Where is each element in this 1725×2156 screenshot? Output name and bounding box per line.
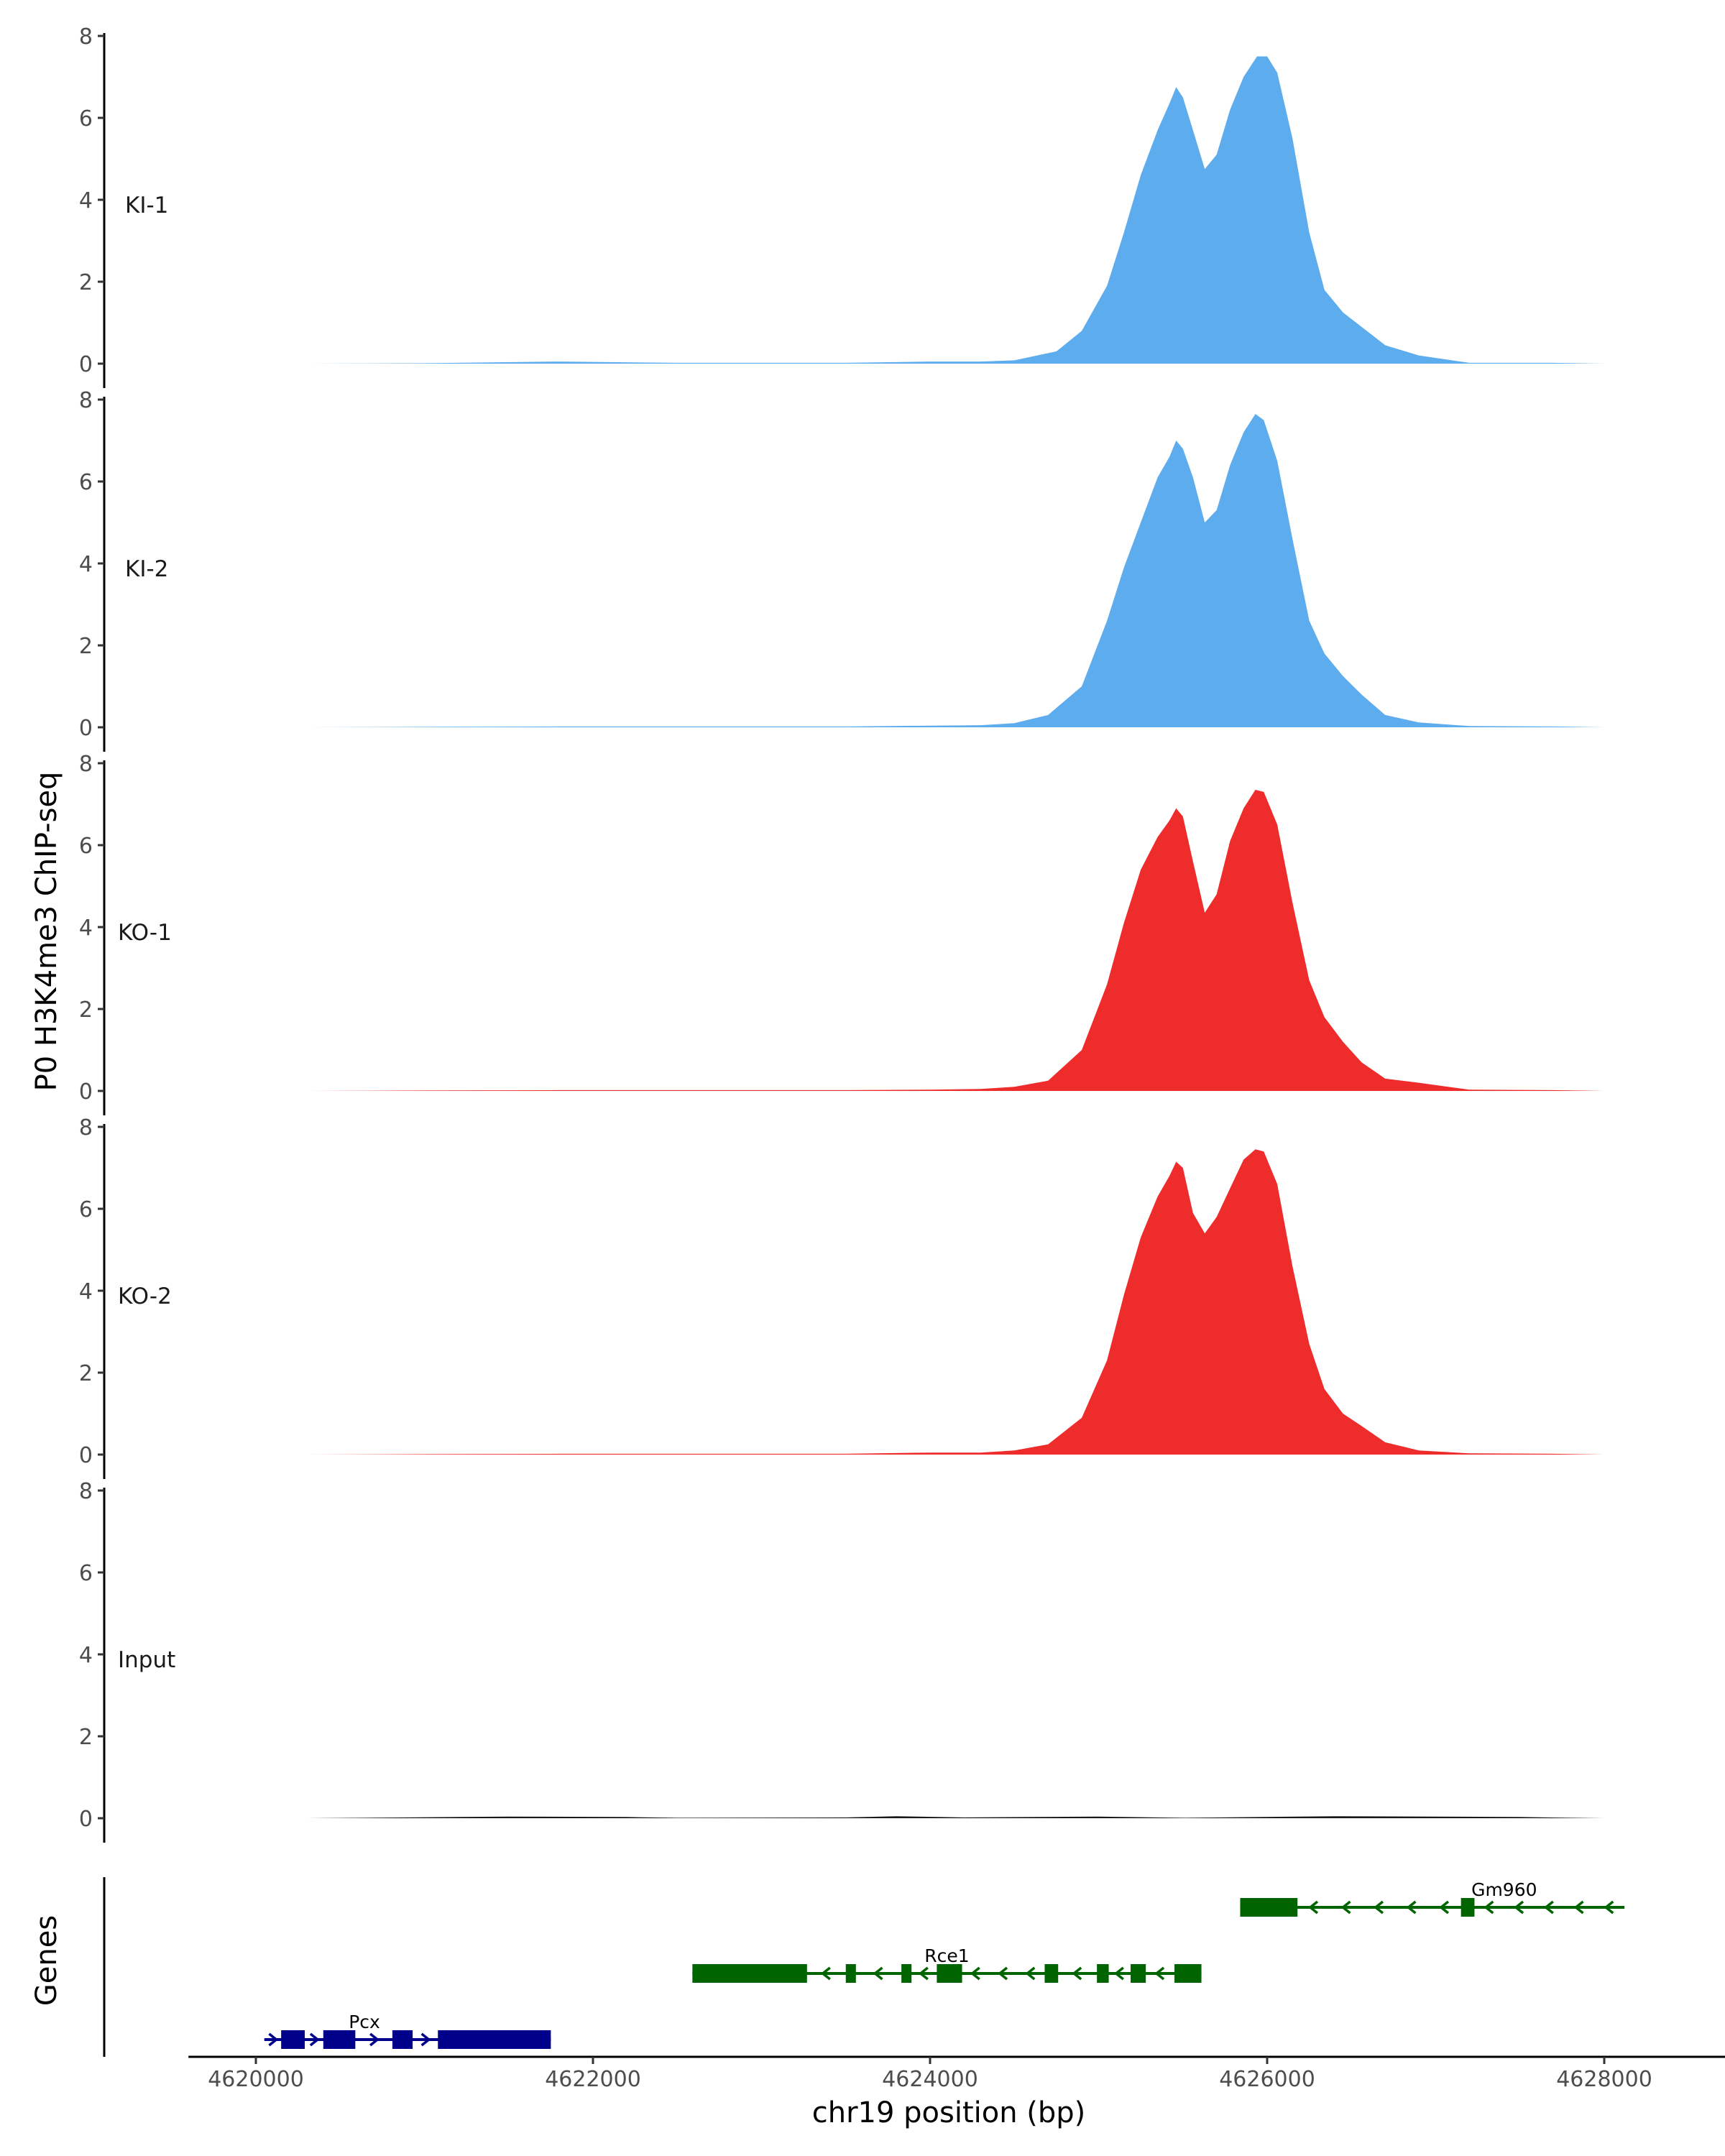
y-tick-label: 4: [79, 1279, 93, 1304]
strand-chevron: [1114, 1966, 1124, 1981]
y-tick-label: 0: [79, 1079, 93, 1105]
gene-exon: [901, 1964, 912, 1983]
track-ki-2: 0 2 4 6 8 KI-2: [79, 388, 1604, 752]
y-tick-label: 2: [79, 270, 93, 295]
track-ki-1: 0 2 4 6 8 KI-1: [79, 24, 1604, 388]
y-tick-label: 0: [79, 352, 93, 377]
gene-label-rce1: Rce1: [924, 1945, 969, 1966]
y-tick-label: 0: [79, 716, 93, 741]
y-tick-label: 8: [79, 388, 93, 413]
gene-exon: [692, 1964, 807, 1983]
gene-gm960: Gm960: [1240, 1879, 1625, 1917]
gene-exon: [1460, 1898, 1475, 1917]
signal-area-ko-1: [306, 790, 1604, 1091]
gene-exon: [1131, 1964, 1146, 1983]
x-axis-title: chr19 position (bp): [812, 2096, 1086, 2129]
gene-exon: [1174, 1964, 1202, 1983]
x-axis: 4620000 4622000 4624000 4626000 4628000: [188, 2055, 1725, 2092]
strand-chevron: [1025, 1966, 1036, 1981]
x-tick-label: 4620000: [208, 2067, 304, 2092]
y-tick-label: 4: [79, 916, 93, 941]
gene-exon: [1097, 1964, 1109, 1983]
strand-chevron: [1604, 1900, 1614, 1915]
y-tick-label: 8: [79, 24, 93, 50]
gene-exon: [845, 1964, 856, 1983]
y-tick-label: 4: [79, 188, 93, 213]
gene-exon: [392, 2030, 413, 2049]
signal-area-ki-2: [306, 414, 1604, 727]
track-label-ko-2: KO-2: [118, 1284, 172, 1309]
gene-exon: [323, 2030, 356, 2049]
track-label-ki-2: KI-2: [125, 556, 168, 582]
strand-chevron: [1308, 1900, 1319, 1915]
y-tick-label: 4: [79, 552, 93, 577]
strand-chevron: [918, 1966, 929, 1981]
y-tick-label: 4: [79, 1643, 93, 1668]
gene-exon: [937, 1964, 962, 1983]
y-tick-label: 6: [79, 1561, 93, 1586]
track-label-ko-1: KO-1: [118, 920, 172, 946]
strand-chevron: [1374, 1900, 1384, 1915]
strand-chevron: [1340, 1900, 1351, 1915]
strand-chevron: [309, 2032, 320, 2047]
strand-chevron: [970, 1966, 980, 1981]
gene-rce1: Rce1: [692, 1945, 1202, 1983]
signal-tracks: 0 2 4 6 8 KI-1 0 2 4 6 8 KI-2 0 2 4 6 8 KO-1 0 2 4 6 8 KO-2 0 2 4 6…: [79, 24, 1604, 1843]
strand-chevron: [1543, 1900, 1554, 1915]
y-tick-label: 8: [79, 1479, 93, 1504]
strand-chevron: [1514, 1900, 1524, 1915]
y-tick-label: 6: [79, 106, 93, 132]
y-axis-title: P0 H3K4me3 ChIP-seq: [30, 772, 63, 1092]
track-label-input: Input: [118, 1647, 175, 1673]
gene-exon: [438, 2030, 551, 2049]
y-tick-label: 0: [79, 1807, 93, 1832]
strand-chevron: [1406, 1900, 1417, 1915]
y-tick-label: 8: [79, 1115, 93, 1141]
y-tick-label: 6: [79, 834, 93, 859]
y-tick-label: 6: [79, 470, 93, 495]
track-ko-2: 0 2 4 6 8 KO-2: [79, 1115, 1604, 1479]
x-tick-label: 4624000: [882, 2067, 978, 2092]
strand-chevron: [1439, 1900, 1450, 1915]
y-tick-label: 2: [79, 1725, 93, 1750]
strand-chevron: [1573, 1900, 1584, 1915]
strand-chevron: [1484, 1900, 1494, 1915]
gene-pcx: Pcx: [264, 2012, 551, 2049]
gene-exon: [1240, 1898, 1298, 1917]
signal-area-ko-2: [306, 1149, 1604, 1455]
gene-label-pcx: Pcx: [349, 2012, 380, 2032]
y-tick-label: 2: [79, 634, 93, 659]
signal-area-ki-1: [306, 56, 1604, 364]
strand-chevron: [820, 1966, 831, 1981]
strand-chevron: [420, 2032, 431, 2047]
strand-chevron: [1072, 1966, 1082, 1981]
y-tick-label: 2: [79, 1361, 93, 1386]
gene-label-gm960: Gm960: [1471, 1879, 1537, 1900]
strand-chevron: [1154, 1966, 1165, 1981]
gene-exon: [1044, 1964, 1059, 1983]
y-tick-label: 8: [79, 752, 93, 777]
strand-chevron: [873, 1966, 883, 1981]
x-tick-label: 4628000: [1556, 2067, 1652, 2092]
x-tick-label: 4622000: [545, 2067, 641, 2092]
y-tick-label: 6: [79, 1197, 93, 1222]
gene-exon: [281, 2030, 305, 2049]
track-input: 0 2 4 6 8 Input: [79, 1479, 1604, 1843]
genes-axis-title: Genes: [30, 1915, 63, 2006]
y-tick-label: 0: [79, 1443, 93, 1468]
strand-chevron: [268, 2032, 279, 2047]
track-label-ki-1: KI-1: [125, 193, 168, 218]
x-tick-label: 4626000: [1219, 2067, 1315, 2092]
track-ko-1: 0 2 4 6 8 KO-1: [79, 752, 1604, 1115]
strand-chevron: [998, 1966, 1008, 1981]
strand-chevron: [369, 2032, 380, 2047]
genes-panel: Pcx Rce1 Gm960: [103, 1877, 1625, 2057]
y-tick-label: 2: [79, 998, 93, 1023]
signal-area-input: [306, 1816, 1604, 1818]
